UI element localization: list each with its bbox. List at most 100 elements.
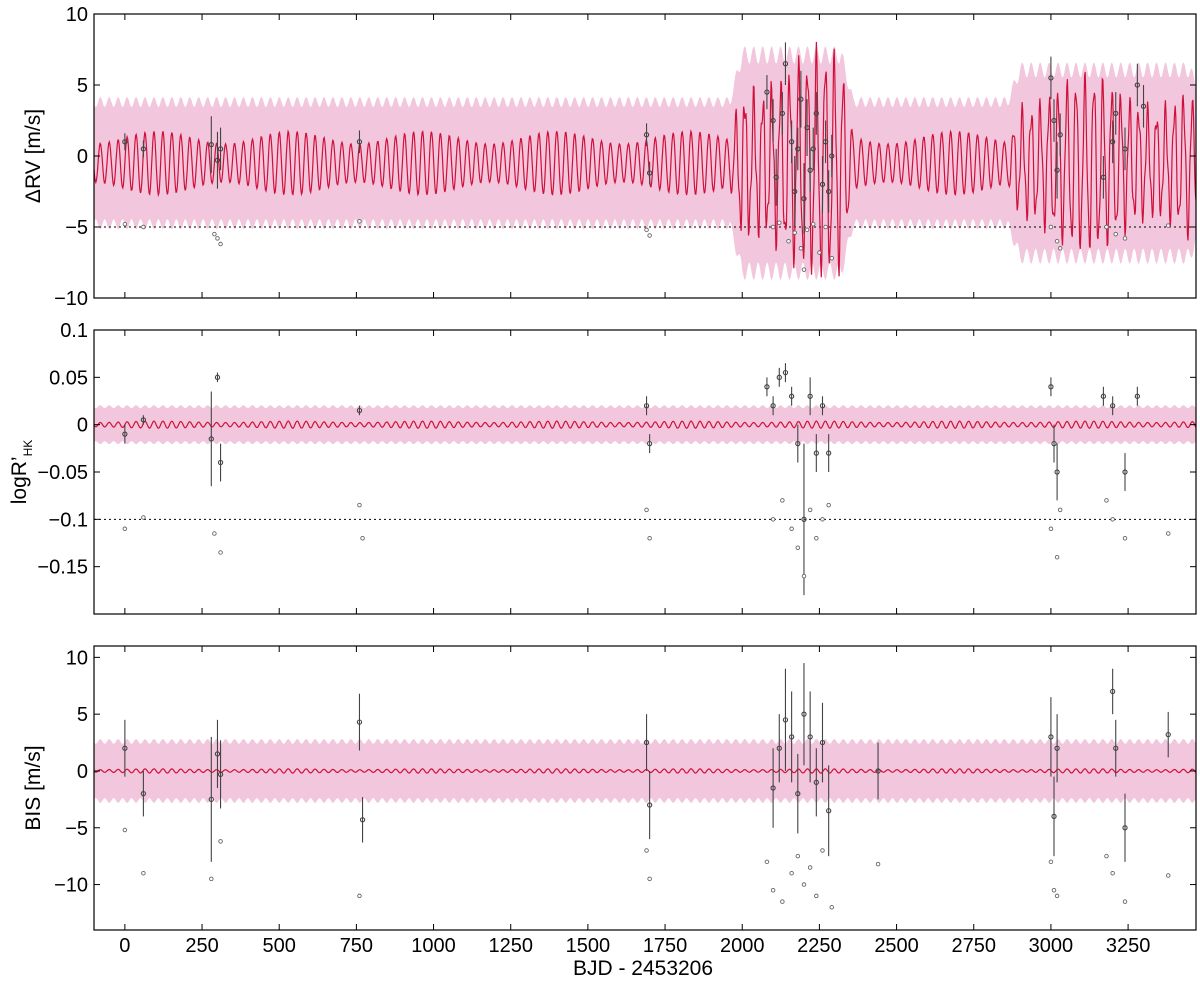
data-point — [807, 393, 813, 399]
data-point — [770, 785, 776, 791]
data-point — [1051, 813, 1057, 820]
data-point — [122, 139, 128, 145]
residual-point — [1057, 507, 1063, 513]
residual-point — [801, 267, 807, 272]
data-point — [122, 431, 128, 437]
data-point — [1134, 82, 1141, 88]
residual-point — [1054, 238, 1060, 244]
residual-point — [215, 236, 220, 241]
y-tick-label: 0.1 — [60, 320, 88, 342]
data-point — [804, 124, 810, 131]
data-point — [1048, 384, 1054, 390]
data-point — [773, 174, 779, 180]
residual-point — [829, 905, 835, 910]
data-point — [356, 139, 363, 145]
data-point — [1110, 688, 1116, 695]
residual-point — [141, 515, 146, 520]
data-point — [788, 734, 795, 740]
residual-point — [820, 517, 825, 522]
data-point — [788, 139, 795, 145]
ylabel-logrhk: logR’HK — [8, 440, 35, 505]
y-tick-label: 0 — [77, 761, 88, 783]
x-tick-label: 500 — [263, 935, 296, 957]
y-tick-label: −5 — [65, 217, 88, 239]
residual-point — [817, 250, 822, 255]
residual-point — [780, 498, 785, 503]
residual-point — [141, 224, 146, 230]
data-point — [217, 771, 224, 778]
y-tick-label: −10 — [54, 875, 88, 897]
data-point — [1165, 731, 1171, 738]
data-point — [1051, 117, 1057, 124]
residual-point — [1113, 231, 1118, 237]
data-point — [643, 132, 650, 138]
y-tick-label: −0.1 — [49, 509, 88, 531]
data-point — [356, 719, 363, 725]
residual-point — [218, 241, 223, 247]
data-point — [646, 802, 653, 808]
data-point — [782, 717, 789, 723]
data-point — [798, 96, 804, 102]
data-point — [810, 146, 816, 152]
residual-point — [780, 899, 785, 904]
confidence-envelope — [94, 739, 1196, 803]
residual-point — [357, 219, 362, 224]
data-point — [1122, 469, 1128, 475]
x-tick-label: 1750 — [643, 935, 688, 957]
residual-point — [212, 231, 217, 237]
data-point — [1134, 393, 1141, 399]
data-point — [1054, 469, 1060, 475]
residual-point — [218, 839, 223, 844]
residual-point — [875, 861, 881, 867]
data-point — [807, 734, 813, 740]
data-point — [829, 153, 835, 159]
ylabel-logrhk-sub: HK — [21, 440, 35, 457]
data-point — [1057, 132, 1063, 138]
data-point — [770, 403, 776, 409]
x-tick-label: 2750 — [951, 935, 996, 957]
x-tick-label: 2500 — [874, 935, 919, 957]
data-point — [807, 167, 813, 173]
residual-point — [829, 255, 835, 261]
residual-point — [1104, 224, 1109, 230]
data-point — [826, 188, 832, 195]
y-tick-label: 0 — [77, 415, 88, 437]
data-point — [819, 181, 826, 188]
y-tick-label: −10 — [54, 288, 88, 310]
y-tick-label: 10 — [66, 647, 88, 669]
residual-point — [647, 536, 652, 541]
data-point — [813, 450, 819, 456]
y-tick-label: 0 — [77, 146, 88, 168]
data-point — [795, 146, 801, 152]
y-tick-label: −0.15 — [37, 557, 88, 579]
residual-point — [1048, 526, 1054, 532]
x-tick-label: 1000 — [411, 935, 456, 957]
residual-point — [807, 507, 813, 513]
data-point — [826, 450, 832, 456]
residual-point — [209, 876, 214, 882]
residual-point — [820, 848, 825, 853]
data-point — [140, 417, 147, 423]
data-point — [792, 188, 798, 195]
data-point — [779, 110, 786, 117]
residual-point — [1165, 873, 1171, 878]
data-point — [822, 139, 829, 145]
data-point — [1051, 440, 1057, 447]
residual-point — [357, 502, 362, 508]
x-tick-label: 3000 — [1029, 935, 1074, 957]
data-point — [813, 779, 819, 785]
x-tick-label: 2000 — [720, 935, 765, 957]
plot-area — [94, 363, 1196, 596]
plot-frame — [93, 645, 1197, 931]
data-point — [1054, 745, 1060, 751]
data-point — [782, 61, 789, 67]
data-point — [782, 369, 789, 376]
residual-point — [804, 227, 810, 233]
plot-frame — [93, 329, 1197, 615]
xlabel: BJD - 2453206 — [573, 957, 713, 980]
data-point — [643, 403, 650, 409]
data-point — [1048, 75, 1054, 81]
residual-point — [795, 853, 801, 859]
residual-point — [1054, 893, 1060, 899]
